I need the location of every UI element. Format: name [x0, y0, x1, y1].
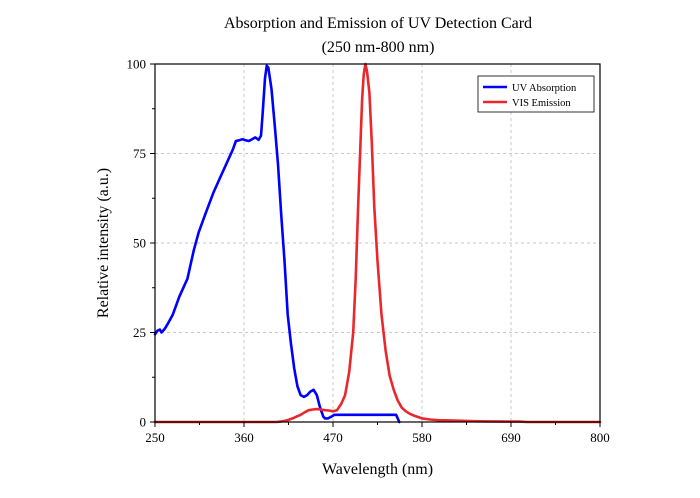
x-tick-label: 360: [234, 430, 254, 445]
chart-subtitle: (250 nm-800 nm): [322, 39, 435, 56]
x-tick-label: 690: [501, 430, 521, 445]
chart-title: Absorption and Emission of UV Detection …: [224, 15, 532, 32]
legend-box: [477, 75, 595, 113]
y-tick-label: 50: [133, 236, 146, 251]
y-tick-label: 25: [133, 325, 146, 340]
x-tick-label: 250: [145, 430, 165, 445]
x-axis-label: Wavelength (nm): [322, 461, 433, 478]
legend-label-uv-absorption: UV Absorption: [512, 83, 577, 94]
y-tick-label: 0: [140, 415, 147, 430]
legend: UV Absorption VIS Emission: [477, 75, 595, 113]
legend-label-vis-emission: VIS Emission: [512, 98, 571, 109]
y-tick-label: 100: [127, 57, 147, 72]
x-tick-label: 580: [412, 430, 432, 445]
y-axis-label: Relative intensity (a.u.): [95, 168, 112, 318]
series-group: [153, 62, 602, 424]
series-line-vis-emission: [153, 62, 602, 424]
axis-ticks: 250 360 470 580 690 800 0 25 50 75 100: [127, 57, 610, 446]
y-tick-label: 75: [133, 146, 146, 161]
x-tick-label: 470: [323, 430, 343, 445]
series-line-uv-absorption: [153, 64, 401, 424]
x-tick-label: 800: [590, 430, 610, 445]
